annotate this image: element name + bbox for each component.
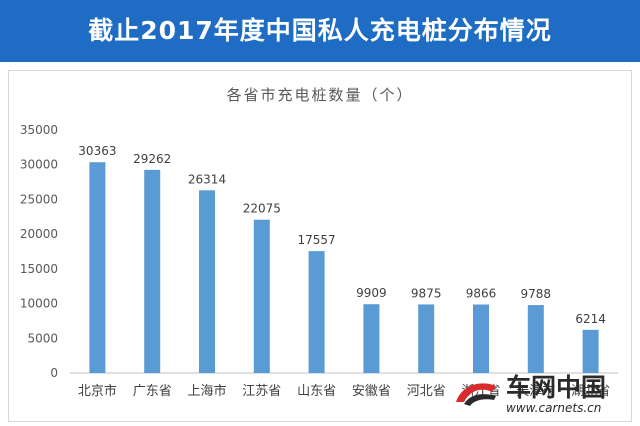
data-label: 17557 bbox=[298, 233, 336, 247]
bar bbox=[473, 304, 489, 373]
y-tick-label: 15000 bbox=[20, 262, 58, 276]
y-tick-label: 5000 bbox=[27, 331, 58, 345]
data-label: 22075 bbox=[243, 202, 281, 216]
data-label: 9909 bbox=[356, 286, 387, 300]
bar bbox=[144, 169, 161, 373]
watermark-url: www.carnets.cn bbox=[506, 401, 602, 415]
x-tick-label: 河北省 bbox=[407, 384, 446, 399]
data-label: 9788 bbox=[521, 287, 552, 301]
y-tick-label: 25000 bbox=[20, 192, 58, 206]
bar bbox=[418, 304, 435, 373]
watermark-name: 车网中国 bbox=[506, 373, 607, 402]
y-tick-label: 0 bbox=[50, 366, 58, 380]
car-logo-icon bbox=[456, 383, 496, 406]
data-label: 6214 bbox=[575, 312, 606, 326]
bar bbox=[89, 162, 106, 373]
watermark: 车网中国 www.carnets.cn bbox=[448, 368, 634, 420]
bar bbox=[363, 304, 380, 373]
bar bbox=[199, 190, 215, 373]
chart-title: 各省市充电桩数量（个） bbox=[226, 86, 414, 104]
bar bbox=[582, 329, 599, 373]
x-tick-label: 北京市 bbox=[78, 383, 117, 399]
x-tick-label: 湖北省 bbox=[571, 384, 610, 399]
y-tick-label: 30000 bbox=[20, 158, 58, 172]
bar bbox=[308, 251, 325, 373]
x-tick-label: 广东省 bbox=[133, 384, 172, 399]
x-tick-label: 上海市 bbox=[187, 383, 226, 399]
x-tick-label: 天津市 bbox=[516, 383, 555, 399]
bar bbox=[527, 305, 544, 373]
y-tick-label: 35000 bbox=[20, 123, 58, 137]
page-title-banner: 截止2017年度中国私人充电桩分布情况 bbox=[0, 0, 640, 62]
data-label: 26314 bbox=[188, 172, 226, 186]
y-tick-label: 20000 bbox=[20, 227, 58, 241]
data-label: 30363 bbox=[78, 144, 116, 158]
x-tick-label: 江苏省 bbox=[242, 383, 281, 399]
y-tick-label: 10000 bbox=[20, 297, 58, 311]
bar bbox=[253, 219, 270, 373]
data-label: 9875 bbox=[411, 286, 442, 300]
data-label: 9866 bbox=[466, 287, 497, 301]
data-label: 29262 bbox=[133, 152, 171, 166]
x-tick-label: 安徽省 bbox=[352, 384, 391, 399]
x-tick-label: 山东省 bbox=[297, 384, 336, 399]
